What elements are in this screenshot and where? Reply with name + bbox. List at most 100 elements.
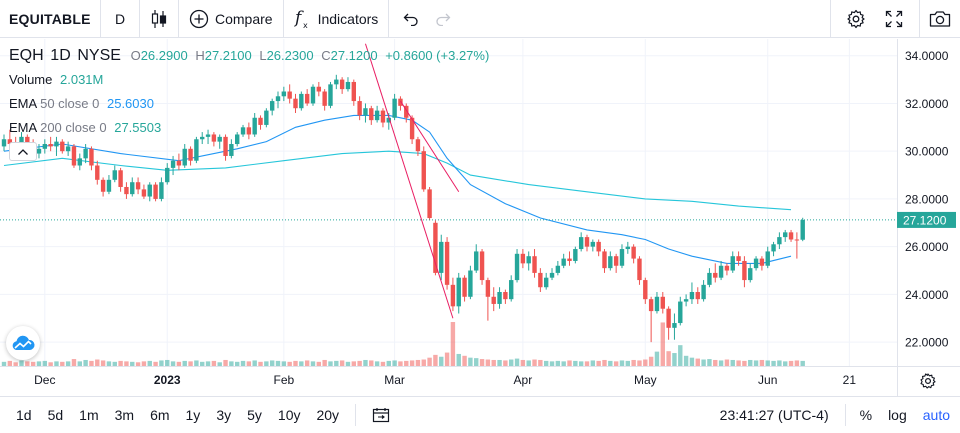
volume-bar [100, 360, 106, 366]
screenshot-button[interactable] [920, 0, 960, 38]
candle-body [631, 246, 636, 259]
trendline[interactable] [400, 100, 460, 193]
volume-bar [269, 360, 275, 366]
range-5y[interactable]: 5y [247, 407, 262, 423]
volume-bar [427, 357, 432, 366]
candle [800, 217, 805, 242]
candle-body [60, 141, 65, 152]
interval-button[interactable]: D [114, 10, 126, 27]
candle [392, 93, 397, 121]
candle [771, 241, 776, 257]
volume-bar [701, 359, 706, 366]
settings-button[interactable] [831, 0, 881, 38]
volume-bar [106, 361, 112, 366]
candle [1, 134, 7, 152]
candle [415, 136, 421, 156]
volume-bar [672, 353, 677, 366]
range-3y[interactable]: 3y [216, 407, 232, 423]
candle-body [724, 265, 730, 271]
volume-bar [538, 359, 543, 366]
candle [613, 253, 619, 273]
legend-collapse-button[interactable] [9, 142, 37, 161]
volume-bar [246, 361, 252, 366]
range-1d[interactable]: 1d [16, 407, 32, 423]
time-axis[interactable]: Dec 2023 Feb Mar Apr May Jun 21 [34, 373, 856, 387]
percent-scale-toggle[interactable]: % [859, 407, 873, 423]
candle-body [264, 110, 269, 125]
volume-bar [159, 360, 164, 366]
legend-ema200[interactable]: EMA 200 close 0 27.5503 [9, 120, 161, 135]
candle-body [619, 249, 625, 266]
redo-button[interactable] [427, 0, 459, 38]
candle-body [643, 280, 648, 300]
price-axis[interactable]: 34.0000 32.0000 30.0000 28.0000 26.0000 24.00… [905, 49, 949, 349]
compare-button[interactable]: Compare [179, 0, 283, 38]
axis-settings-icon-outline [920, 373, 936, 389]
log-scale-toggle[interactable]: log [888, 407, 907, 423]
legend-volume[interactable]: Volume 2.031M [9, 72, 103, 87]
candle [730, 251, 735, 273]
candle-body [503, 292, 508, 300]
range-1m[interactable]: 1m [79, 407, 99, 423]
indicators-button[interactable]: f x Indicators [284, 0, 389, 38]
candle [561, 253, 566, 269]
fullscreen-icon [885, 10, 903, 28]
candle-body [124, 186, 129, 195]
date-range-button[interactable] [364, 397, 398, 433]
ema50-value: 25.6030 [106, 96, 154, 111]
candle-body [415, 139, 421, 152]
candle [427, 186, 432, 221]
range-1y[interactable]: 1y [185, 407, 201, 423]
range-3m[interactable]: 3m [114, 407, 135, 423]
candle [479, 249, 485, 285]
axis-settings-icon[interactable] [920, 373, 936, 389]
volume-bar [561, 361, 566, 366]
range-6m[interactable]: 6m [150, 407, 170, 423]
candle-body [573, 249, 578, 261]
chevron-up-icon [17, 148, 29, 156]
time-tick-label: Mar [384, 373, 405, 387]
time-tick-label: 2023 [154, 373, 181, 387]
candle-body [310, 86, 316, 104]
candle-body [293, 98, 298, 109]
trendlines[interactable] [364, 43, 460, 319]
candle-body [561, 258, 566, 266]
trendline[interactable] [364, 43, 454, 319]
candle-body [95, 165, 100, 180]
volume-bar [299, 361, 304, 366]
volume-bar [170, 361, 176, 366]
candle [380, 108, 386, 128]
volume-bar [25, 361, 30, 366]
range-10y[interactable]: 10y [277, 407, 301, 423]
candle-body [672, 323, 677, 328]
chart-type-button[interactable] [140, 0, 178, 38]
fullscreen-button[interactable] [881, 0, 907, 38]
candle-body [485, 280, 491, 297]
range-20y[interactable]: 20y [316, 407, 340, 423]
price-chart[interactable]: 34.0000 32.0000 30.0000 28.0000 26.0000 24.00… [0, 39, 960, 396]
candle [596, 239, 601, 257]
volume-bar [567, 360, 572, 366]
volume-bar [613, 361, 619, 366]
volume-bar [316, 361, 322, 366]
toolbar-right-group [830, 0, 960, 38]
symbol-search[interactable]: EQUITABLE [9, 10, 91, 27]
volume-bar [217, 362, 222, 366]
last-price-label-group: 27.1200 [897, 211, 956, 228]
clock-timezone[interactable]: 23:41:27 (UTC-4) [719, 407, 829, 423]
tradingview-logo[interactable] [6, 326, 40, 360]
candle-body [188, 148, 193, 161]
auto-scale-toggle[interactable]: auto [922, 407, 950, 423]
legend-ema50[interactable]: EMA 50 close 0 25.6030 [9, 96, 154, 111]
volume-bar [800, 360, 805, 366]
candle-body [439, 241, 444, 273]
candle [211, 132, 217, 147]
candle-body [666, 308, 671, 328]
volume-bar [71, 359, 77, 366]
range-5d[interactable]: 5d [47, 407, 64, 423]
undo-button[interactable] [389, 0, 427, 38]
volume-bar [293, 360, 298, 366]
candle-body [474, 251, 479, 271]
candle [36, 144, 42, 159]
candle-body [742, 260, 747, 281]
